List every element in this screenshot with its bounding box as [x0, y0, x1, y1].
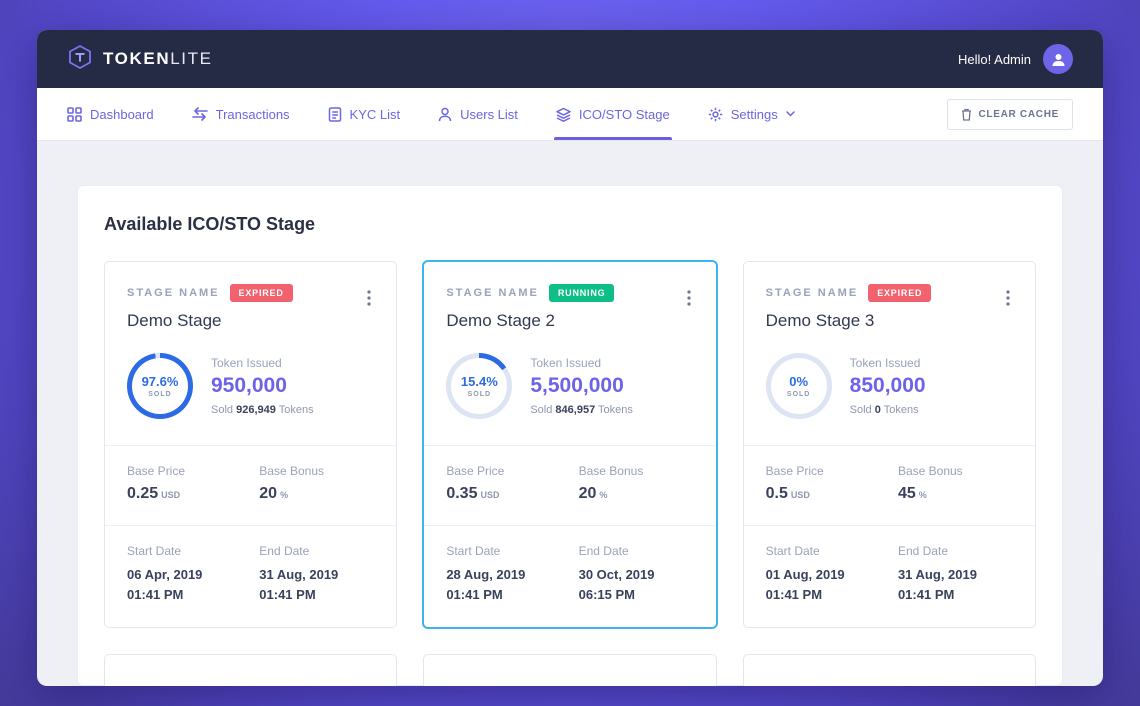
price-bonus-row: Base Price 0.5 USD Base Bonus 45%: [743, 445, 1035, 525]
list-icon: [328, 106, 341, 122]
start-date-value: 06 Apr, 2019 01:41 PM: [127, 567, 203, 603]
content-area: Available ICO/STO Stage STAGE NAME EXPIR…: [37, 141, 1103, 686]
base-price-value: 0.35 USD: [446, 485, 500, 502]
stage-card[interactable]: STAGE NAME RUNNING Demo Stage 2 15.4%: [423, 261, 717, 629]
clear-cache-button[interactable]: CLEAR CACHE: [946, 98, 1073, 130]
nav-item-dashboard[interactable]: Dashboard: [67, 88, 154, 140]
start-date-value: 28 Aug, 2019 01:41 PM: [446, 567, 526, 603]
gear-icon: [708, 107, 722, 121]
brand-name: TOKENLITE: [103, 49, 213, 68]
stage-cards-grid: STAGE NAME EXPIRED Demo Stage 97.6% SO: [104, 261, 1036, 629]
trash-icon: [961, 108, 971, 121]
stage-card-partial[interactable]: [423, 654, 717, 686]
percent-sold: 0%: [789, 374, 809, 389]
sold-tokens-line: Sold 846,957 Tokens: [530, 404, 633, 416]
base-bonus-value: 20%: [259, 485, 289, 502]
status-badge: RUNNING: [548, 284, 615, 302]
stages-panel: Available ICO/STO Stage STAGE NAME EXPIR…: [77, 185, 1063, 686]
card-menu-kebab-icon[interactable]: [997, 286, 1019, 310]
percent-sold: 97.6%: [141, 374, 179, 389]
stage-title: Demo Stage 3: [765, 311, 875, 330]
stage-card[interactable]: STAGE NAME EXPIRED Demo Stage 3 0% SOL: [742, 261, 1036, 629]
token-issued-label: Token Issued: [530, 356, 602, 370]
base-price-value: 0.25 USD: [127, 485, 181, 502]
token-issued-label: Token Issued: [211, 356, 282, 370]
donut-chart: 0% SOLD: [765, 353, 832, 419]
end-date-value: 31 Aug, 2019 01:41 PM: [897, 567, 977, 603]
nav-item-settings[interactable]: Settings: [708, 88, 795, 140]
tokenlite-logo-icon: [67, 44, 93, 75]
price-bonus-row: Base Price 0.35 USD Base Bonus 20%: [424, 445, 716, 525]
grid-icon: [67, 106, 82, 122]
stage-card-partial[interactable]: [104, 654, 398, 686]
stage-card-partial[interactable]: [742, 654, 1036, 686]
token-issued-value: 850,000: [849, 374, 926, 397]
stage-name-label: STAGE NAME: [127, 287, 220, 299]
card-menu-kebab-icon[interactable]: [678, 286, 700, 310]
base-bonus-value: 45%: [897, 485, 927, 502]
main-nav: Dashboard Transactions KYC List Users Li…: [37, 88, 1103, 141]
token-issued-label: Token Issued: [849, 356, 921, 370]
end-date-value: 30 Oct, 2019 06:15 PM: [578, 567, 655, 603]
greeting-text: Hello! Admin: [958, 51, 1031, 67]
dates-row: Start Date 06 Apr, 2019 01:41 PM End Date…: [105, 525, 397, 627]
sold-tokens-line: Sold 926,949 Tokens: [211, 404, 314, 416]
nav-item-users-list[interactable]: Users List: [438, 88, 518, 140]
stage-title: Demo Stage 2: [446, 311, 556, 330]
percent-sold: 15.4%: [460, 374, 498, 389]
dates-row: Start Date 01 Aug, 2019 01:41 PM End Date…: [743, 525, 1035, 627]
brand-logo[interactable]: TOKENLITE: [67, 44, 213, 75]
sold-tokens-line: Sold 0 Tokens: [849, 404, 919, 416]
nav-item-transactions[interactable]: Transactions: [191, 88, 290, 140]
stage-name-label: STAGE NAME: [446, 287, 539, 299]
card-menu-kebab-icon[interactable]: [358, 286, 380, 310]
top-bar: TOKENLITE Hello! Admin: [37, 30, 1103, 88]
status-badge: EXPIRED: [868, 284, 932, 302]
nav-item-ico-sto-stage[interactable]: ICO/STO Stage: [553, 88, 672, 140]
token-issued-value: 950,000: [211, 374, 287, 397]
stage-card[interactable]: STAGE NAME EXPIRED Demo Stage 97.6% SO: [104, 261, 398, 629]
page-title: Available ICO/STO Stage: [104, 214, 316, 234]
avatar[interactable]: [1043, 44, 1073, 74]
partial-cards-row: [104, 654, 1036, 686]
donut-chart: 15.4% SOLD: [446, 353, 513, 419]
stage-title: Demo Stage: [127, 311, 222, 330]
layers-icon: [556, 107, 571, 122]
user-icon: [438, 107, 452, 121]
price-bonus-row: Base Price 0.25 USD Base Bonus 20%: [105, 445, 397, 525]
start-date-value: 01 Aug, 2019 01:41 PM: [765, 567, 845, 603]
end-date-value: 31 Aug, 2019 01:41 PM: [259, 567, 339, 603]
stage-name-label: STAGE NAME: [765, 287, 859, 299]
token-issued-value: 5,500,000: [530, 374, 624, 397]
base-bonus-value: 20%: [578, 485, 608, 502]
donut-chart: 97.6% SOLD: [127, 353, 193, 419]
app-window: TOKENLITE Hello! Admin Dashboard Transac…: [37, 30, 1103, 686]
user-avatar-icon: [1052, 53, 1064, 66]
nav-item-kyc-list[interactable]: KYC List: [328, 88, 400, 140]
base-price-value: 0.5 USD: [765, 485, 810, 502]
dates-row: Start Date 28 Aug, 2019 01:41 PM End Date…: [424, 525, 716, 627]
chevron-down-icon: [785, 111, 795, 117]
status-badge: EXPIRED: [229, 284, 293, 302]
swap-icon: [191, 107, 208, 121]
